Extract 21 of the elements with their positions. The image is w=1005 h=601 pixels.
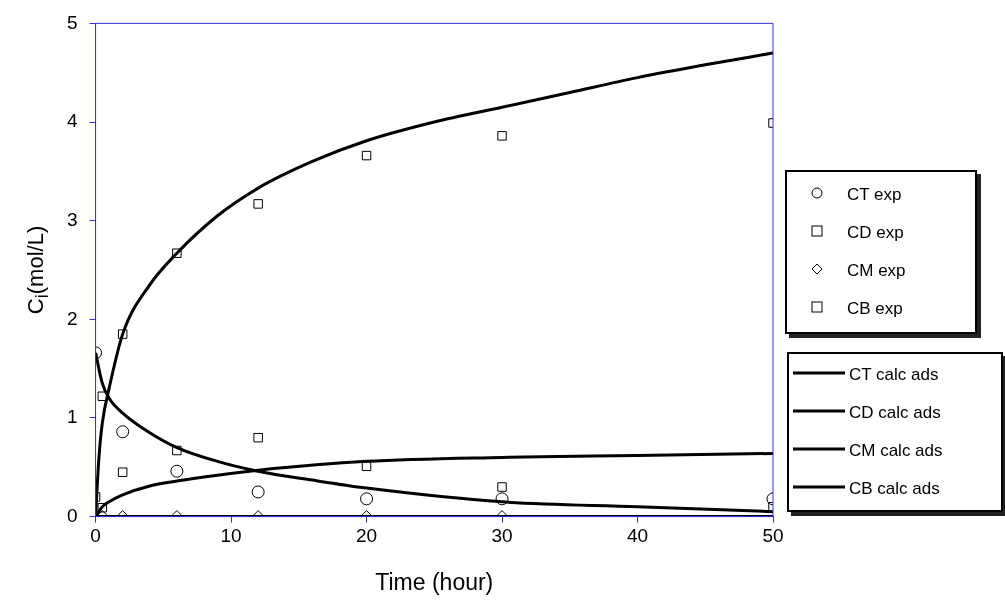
legend-label: CM exp (847, 261, 906, 281)
legend-label: CD exp (847, 223, 904, 243)
legend-label: CM calc ads (849, 441, 943, 461)
x-tick-label: 50 (762, 525, 784, 547)
x-tick-label: 20 (355, 525, 378, 547)
x-tick-label: 0 (90, 525, 101, 547)
y-tick-label: 4 (66, 110, 78, 132)
x-tick-label: 30 (491, 525, 513, 547)
legend-label: CT calc ads (849, 365, 939, 385)
legend-label: CB exp (847, 299, 903, 319)
y-tick-label: 2 (66, 307, 78, 329)
y-tick-label: 1 (66, 406, 78, 428)
y-tick-label: 0 (66, 504, 78, 526)
x-tick-label: 40 (626, 525, 649, 547)
legend-label: CB calc ads (849, 479, 940, 499)
y-tick-label: 3 (66, 208, 78, 230)
legend-label: CD calc ads (849, 403, 941, 423)
y-tick-label: 5 (66, 11, 78, 33)
x-tick-label: 10 (220, 525, 242, 547)
x-axis-title: Time (hour) (375, 568, 494, 595)
legend-label: CT exp (847, 185, 902, 205)
